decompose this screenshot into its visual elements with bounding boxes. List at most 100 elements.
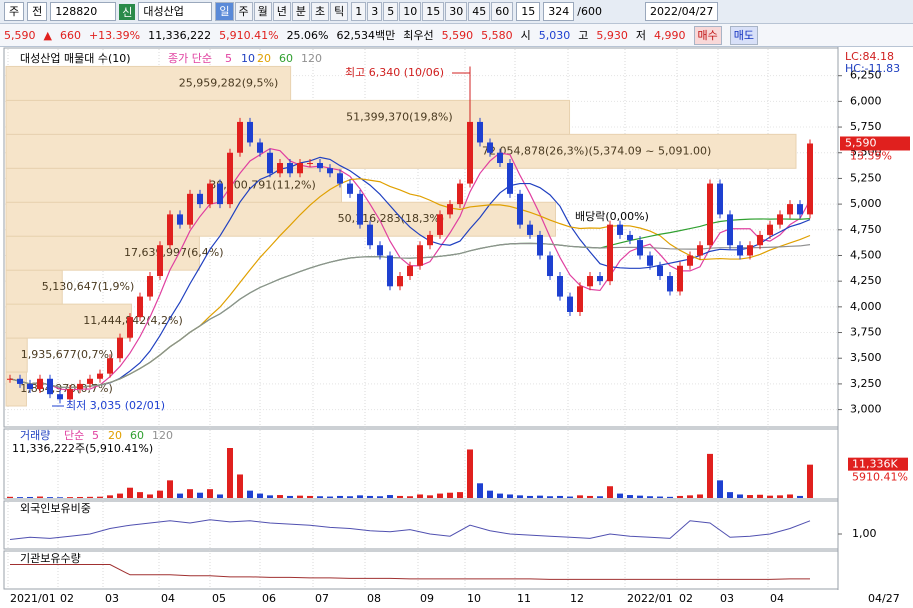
candle — [637, 240, 643, 256]
volume-bar — [477, 483, 483, 498]
candle — [487, 142, 493, 153]
buy-button[interactable]: 매수 — [693, 25, 722, 45]
date-input[interactable]: 2022/04/27 — [644, 2, 719, 21]
x-tick-label: 03 — [720, 592, 734, 605]
candle — [477, 121, 483, 143]
candle — [317, 163, 323, 169]
volume-bar — [617, 493, 623, 498]
volume-bar — [557, 495, 563, 498]
volume-bar — [217, 494, 223, 498]
candle — [47, 378, 53, 395]
volume-bar — [177, 493, 183, 498]
high: 5,930 — [596, 28, 628, 42]
candle — [437, 214, 443, 235]
period-button[interactable]: 주 — [234, 2, 253, 21]
candle — [667, 276, 673, 292]
period-button[interactable]: 분 — [291, 2, 310, 21]
candle — [187, 193, 193, 225]
volume-bar — [667, 496, 673, 498]
volume-profile-label: 17,639,997(6,4%) — [124, 246, 224, 259]
candle — [197, 193, 203, 205]
period-button[interactable]: 년 — [272, 2, 291, 21]
volume-profile-band — [5, 269, 63, 305]
volume-ma-legend: 60 — [130, 429, 144, 442]
interval-button[interactable]: 1 — [351, 2, 367, 21]
ma-label: 종가 단순 — [168, 52, 212, 65]
count-input[interactable]: 324 — [543, 2, 575, 21]
volume-bar — [147, 494, 153, 498]
x-tick-label: 10 — [467, 592, 481, 605]
candle — [157, 245, 163, 277]
candle — [747, 245, 753, 256]
candle — [97, 373, 103, 379]
sell-button[interactable]: 매도 — [729, 25, 758, 45]
candle — [247, 121, 253, 143]
interval-button[interactable]: 3 — [367, 2, 383, 21]
volume-bar — [767, 495, 773, 498]
ma-legend: 120 — [301, 52, 322, 65]
candle — [387, 255, 393, 287]
interval-button[interactable]: 60 — [491, 2, 514, 21]
interval-button[interactable]: 5 — [383, 2, 399, 21]
volume-bar — [17, 497, 23, 498]
high-label: 최고 6,340 (10/06) — [345, 66, 444, 79]
volume-bar — [47, 497, 53, 498]
candle — [127, 317, 133, 338]
volume-bar — [307, 495, 313, 498]
interval-button[interactable]: 10 — [399, 2, 422, 21]
y-tick-label: 5,750 — [850, 120, 882, 133]
volume-profile-band — [5, 133, 797, 169]
count-max: /600 — [577, 5, 602, 18]
x-tick-label: 02 — [60, 592, 74, 605]
volume-ma-label: 단순 — [64, 429, 84, 442]
volume-bar — [487, 490, 493, 498]
volume-profile-label: 25,959,282(9,5%) — [179, 76, 279, 89]
y-tick-label: 4,500 — [850, 248, 882, 261]
candle — [557, 276, 563, 297]
x-tick-label: 08 — [367, 592, 381, 605]
interval-button[interactable]: 15 — [422, 2, 445, 21]
candle — [277, 163, 283, 174]
bid: 5,580 — [481, 28, 513, 42]
stock-name[interactable]: 대성산업 — [138, 2, 213, 21]
volume-bar — [187, 489, 193, 498]
chart: 2021/01 02 03 04 05 06 07 08 09 10 11 12 2022/01 02 03… — [0, 47, 913, 608]
y-tick-label: 6,000 — [850, 94, 882, 107]
x-tick-label: 2021/01 — [10, 592, 56, 605]
x-tick-label: 11 — [517, 592, 531, 605]
y-tick-label: 1,00 — [852, 527, 877, 540]
range-select[interactable]: 전 — [27, 2, 48, 21]
candle — [337, 173, 343, 184]
volume-ma-legend: 5 — [92, 429, 99, 442]
candle — [37, 378, 43, 390]
candle — [287, 163, 293, 174]
code-input[interactable]: 128820 — [50, 2, 117, 21]
candle — [237, 121, 243, 153]
interval-button[interactable]: 45 — [468, 2, 491, 21]
volume-bar — [417, 494, 423, 498]
volume-bar — [37, 496, 43, 498]
volume-title: 거래량 — [20, 429, 50, 442]
x-tick-label: 09 — [420, 592, 434, 605]
market-select[interactable]: 주 — [4, 2, 25, 21]
volume-bar — [567, 496, 573, 498]
period-button[interactable]: 초 — [311, 2, 330, 21]
period-button[interactable]: 틱 — [330, 2, 349, 21]
ma-legend: 5 — [225, 52, 232, 65]
candle — [147, 276, 153, 297]
interval-select[interactable]: 15 — [516, 2, 541, 21]
candle — [367, 224, 373, 246]
volume-bar — [677, 495, 683, 498]
interval-button[interactable]: 30 — [445, 2, 468, 21]
x-tick-label: 2022/01 — [627, 592, 673, 605]
chart-title: 대성산업 매물대 수(10) — [20, 52, 131, 65]
volume-bar — [777, 495, 783, 498]
period-button[interactable]: 일 — [215, 2, 234, 21]
volume-bar — [117, 493, 123, 498]
volume-bar — [327, 496, 333, 498]
period-button[interactable]: 월 — [253, 2, 272, 21]
volume-bar — [547, 496, 553, 498]
low-label: 저 — [635, 29, 646, 42]
